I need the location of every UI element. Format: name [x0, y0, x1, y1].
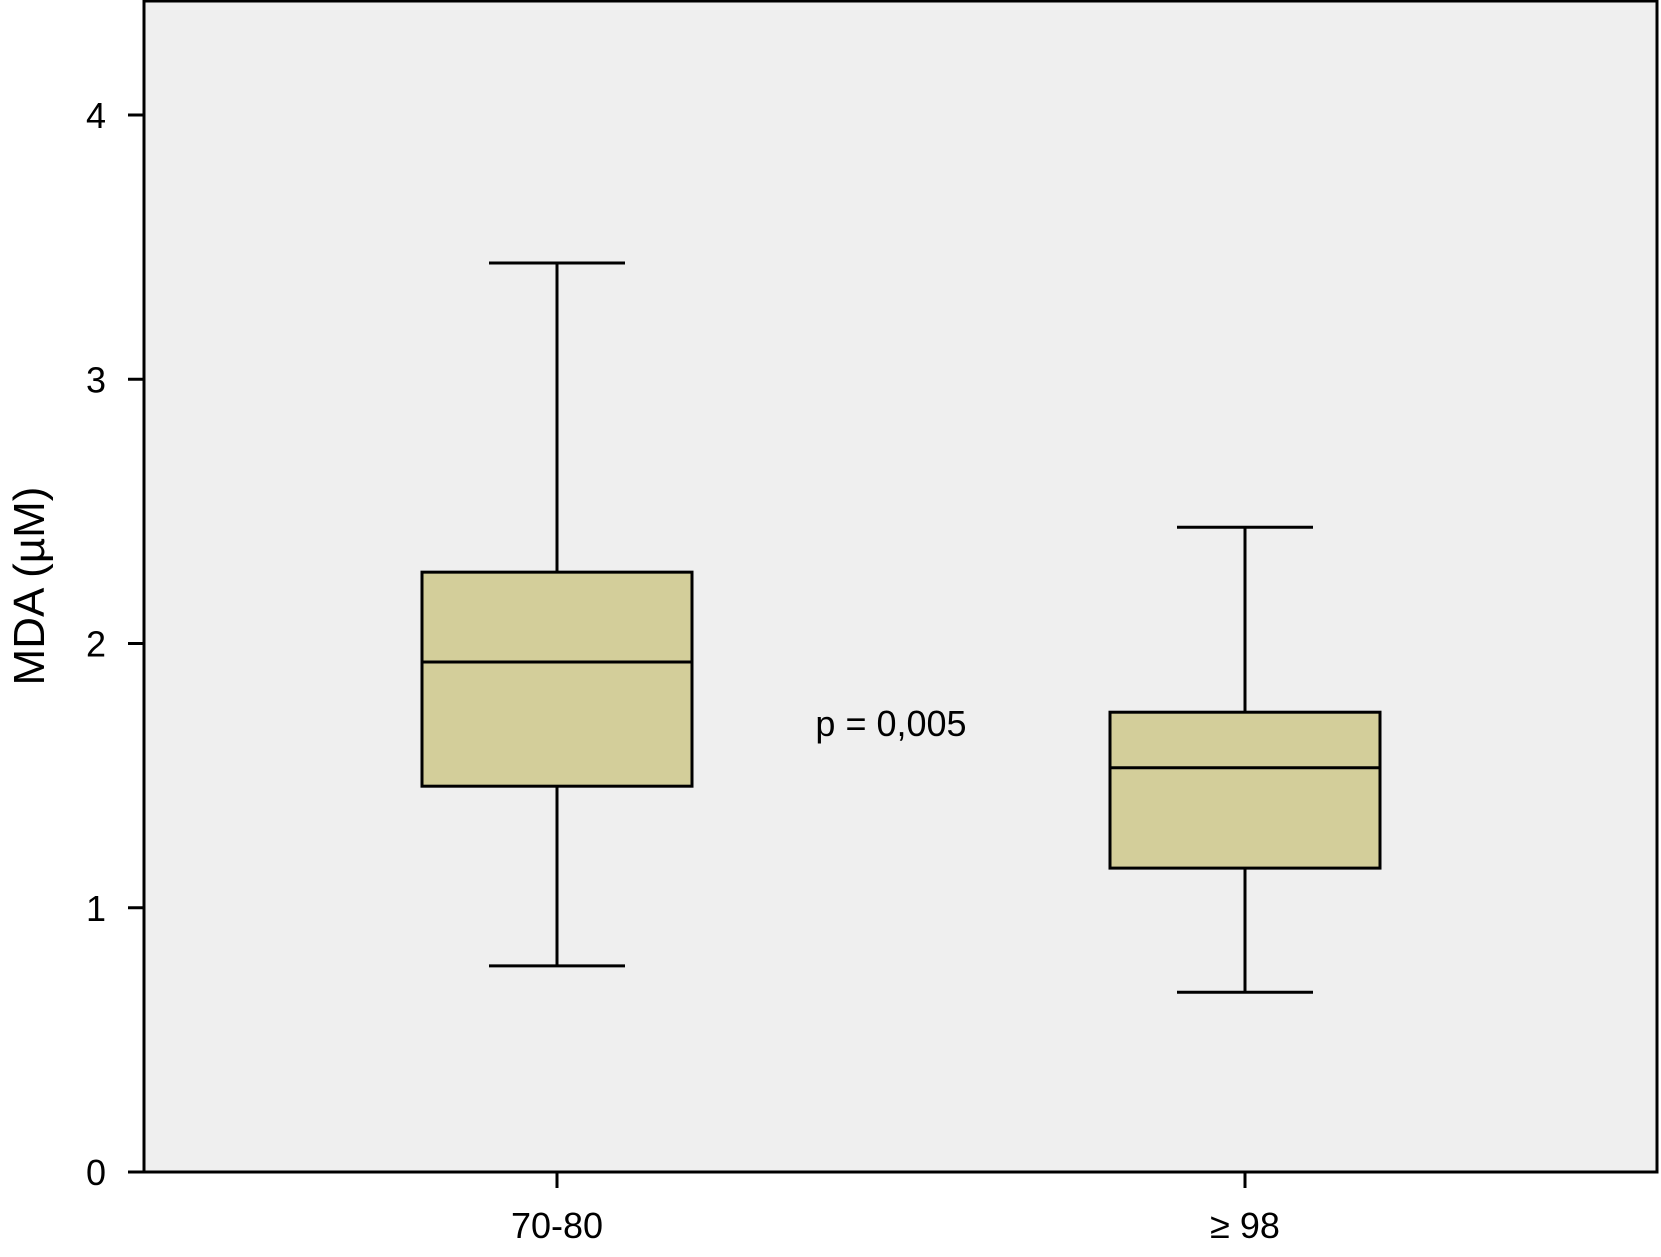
- plot-area: [142, 0, 1659, 1174]
- boxes: [420, 261, 1382, 994]
- x-category-label: 70-80: [511, 1205, 603, 1246]
- x-category-label: ≥ 98: [1210, 1205, 1280, 1246]
- y-tick-label: 1: [86, 888, 106, 929]
- iqr-box: [420, 570, 694, 788]
- y-tick-label: 3: [86, 359, 106, 400]
- annotations: p = 0,005: [815, 703, 966, 744]
- iqr-box: [1108, 710, 1382, 870]
- x-axis: 70-80 ≥ 98: [511, 1172, 1280, 1246]
- y-tick-label: 2: [86, 624, 106, 665]
- y-axis-title: MDA (µM): [5, 487, 54, 686]
- box-group: [420, 261, 694, 968]
- y-tick-label: 0: [86, 1152, 106, 1193]
- box-group: [1108, 525, 1382, 994]
- p-value-annotation: p = 0,005: [815, 703, 966, 744]
- y-tick-label: 4: [86, 95, 106, 136]
- y-axis: 0 1 2 3 4: [86, 95, 144, 1193]
